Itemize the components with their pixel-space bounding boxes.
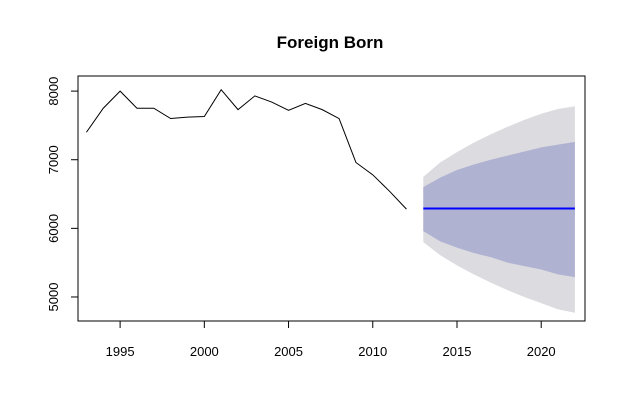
x-tick-label: 2010: [358, 344, 387, 359]
x-tick-label: 2005: [274, 344, 303, 359]
y-tick-label: 5000: [46, 283, 61, 312]
x-tick-label: 1995: [106, 344, 135, 359]
series-lines: [86, 88, 575, 210]
x-axis: 1995 2000 2005 2010 2015 2020: [106, 320, 556, 359]
x-tick-label: 2015: [443, 344, 472, 359]
x-tick-label: 2020: [527, 344, 556, 359]
y-tick-label: 8000: [46, 77, 61, 106]
y-tick-label: 6000: [46, 214, 61, 243]
chart-title: Foreign Born: [277, 33, 384, 52]
history-line: [86, 88, 407, 210]
prediction-interval-2: [423, 141, 575, 278]
forecast-intervals: [423, 106, 575, 313]
y-axis: 5000 6000 7000 8000: [46, 77, 79, 312]
x-tick-label: 2000: [190, 344, 219, 359]
y-tick-label: 7000: [46, 145, 61, 174]
